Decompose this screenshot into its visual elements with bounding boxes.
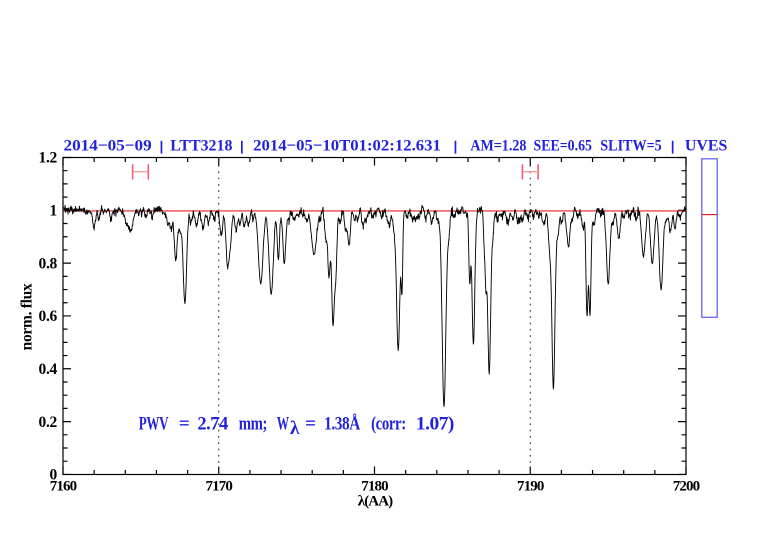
svg-text:mm;: mm; [239, 413, 267, 434]
svg-text:2014−05−09: 2014−05−09 [64, 136, 152, 155]
svg-text:1.07): 1.07) [416, 413, 454, 434]
svg-text:0.2: 0.2 [39, 414, 58, 431]
svg-text:2.74: 2.74 [197, 413, 228, 434]
svg-text:7190: 7190 [517, 478, 544, 494]
svg-text:7180: 7180 [361, 478, 388, 494]
svg-text:1.2: 1.2 [39, 150, 58, 167]
svg-text:0: 0 [50, 467, 58, 484]
svg-text:PWV: PWV [139, 413, 169, 434]
svg-text:7170: 7170 [206, 478, 233, 494]
svg-text:7200: 7200 [673, 478, 700, 494]
svg-text:UVES: UVES [685, 136, 728, 155]
svg-text:0.8: 0.8 [39, 255, 58, 272]
svg-text:λ: λ [290, 418, 300, 439]
svg-text:2014−05−10T01:02:12.631: 2014−05−10T01:02:12.631 [253, 136, 441, 155]
svg-text:1.38Å: 1.38Å [324, 413, 360, 434]
svg-text:λ(AA): λ(AA) [358, 494, 393, 510]
svg-text:norm. flux: norm. flux [19, 283, 36, 350]
svg-text:=: = [179, 413, 189, 434]
svg-text:W: W [277, 413, 289, 434]
svg-text:SEE=0.65: SEE=0.65 [534, 136, 593, 155]
svg-text:1: 1 [50, 203, 57, 220]
svg-text:=: = [305, 413, 315, 434]
svg-text:(corr:: (corr: [371, 413, 406, 434]
svg-text:0.6: 0.6 [39, 308, 58, 325]
svg-text:0.4: 0.4 [39, 361, 58, 378]
svg-text:AM=1.28: AM=1.28 [470, 136, 526, 155]
svg-text:7160: 7160 [50, 478, 77, 494]
svg-text:LTT3218: LTT3218 [170, 136, 232, 155]
svg-text:SLITW=5: SLITW=5 [600, 136, 661, 155]
